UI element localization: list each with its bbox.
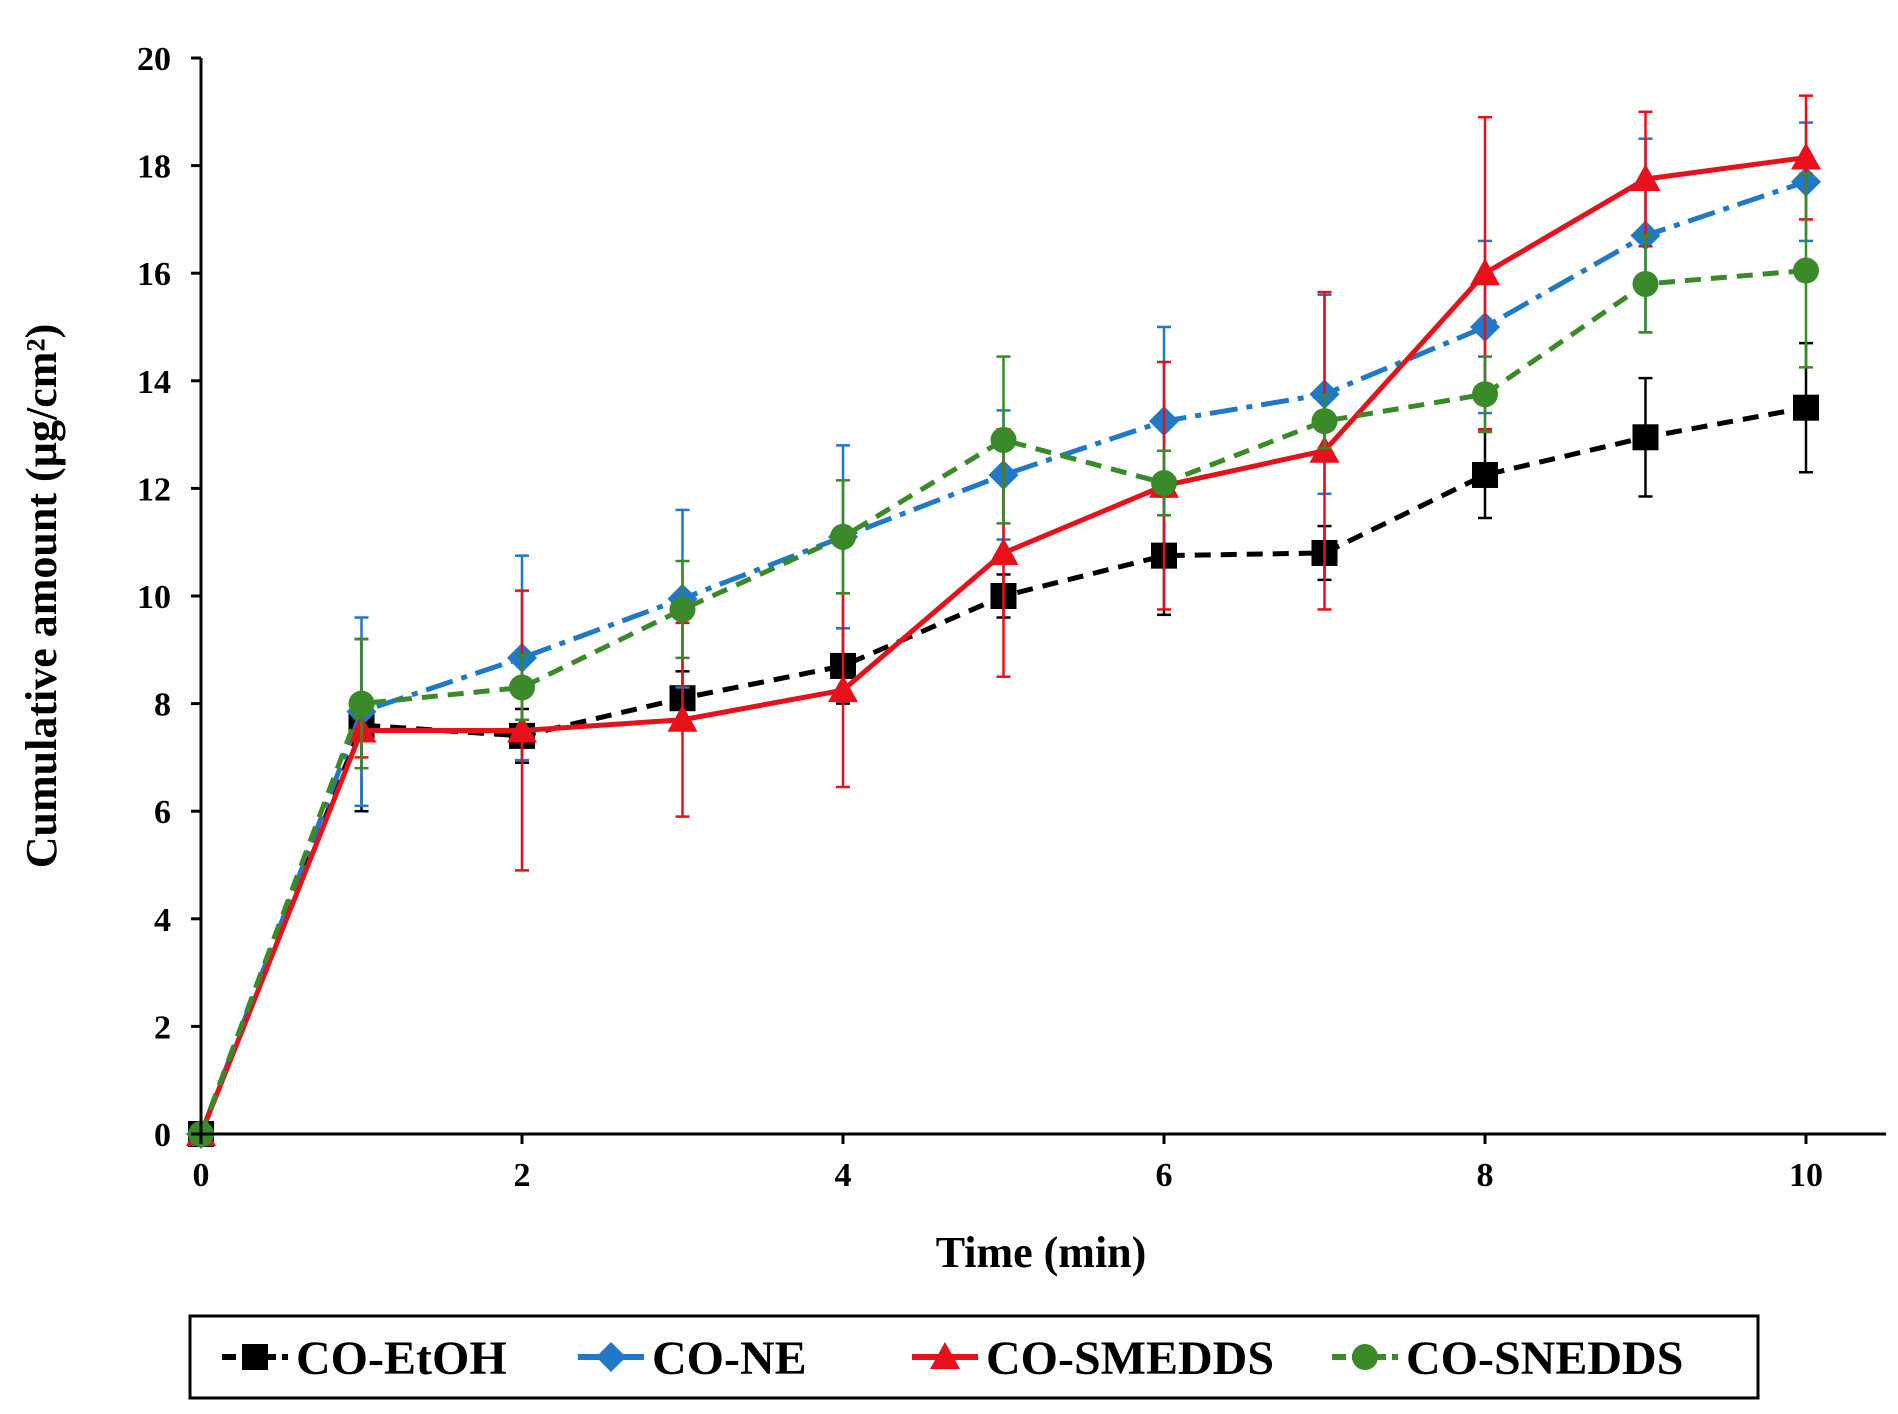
legend-label: CO-SNEDDS — [1406, 1332, 1683, 1385]
data-point — [667, 704, 698, 732]
x-tick-label: 2 — [514, 1157, 531, 1194]
data-point — [507, 715, 537, 743]
data-point — [509, 674, 535, 701]
data-point — [1472, 381, 1498, 408]
series-co-snedds — [188, 172, 1819, 1147]
x-tick-label: 6 — [1156, 1157, 1173, 1194]
y-tick-label: 4 — [154, 902, 171, 939]
y-tick-label: 8 — [154, 687, 171, 724]
data-point — [1472, 461, 1498, 488]
data-point — [1793, 257, 1819, 284]
legend: CO-EtOH CO-NE CO-SMEDDS CO-SNEDDS — [188, 1314, 1760, 1400]
series-line — [198, 179, 1807, 1135]
y-tick-label: 12 — [137, 471, 171, 508]
legend-label: CO-NE — [652, 1332, 807, 1385]
legend-label: CO-SMEDDS — [986, 1332, 1274, 1385]
data-point — [1311, 408, 1338, 435]
x-tick-label: 8 — [1477, 1157, 1494, 1194]
y-tick-label: 10 — [137, 579, 171, 616]
x-tick-label: 0 — [193, 1157, 210, 1194]
data-point — [1630, 164, 1661, 192]
data-point — [1791, 142, 1821, 170]
data-point — [1151, 470, 1177, 497]
legend-marker — [596, 1342, 626, 1372]
data-point — [988, 537, 1019, 565]
data-point — [348, 690, 375, 717]
legend-label: CO-EtOH — [296, 1332, 507, 1385]
data-point — [828, 675, 858, 703]
series-line — [198, 268, 1807, 1135]
data-point — [1632, 270, 1659, 297]
data-point — [990, 426, 1017, 453]
x-tick-label: 10 — [1789, 1157, 1823, 1194]
y-tick-label: 18 — [137, 149, 171, 186]
y-tick-label: 20 — [137, 41, 171, 78]
y-tick-label: 16 — [137, 256, 171, 293]
data-point — [669, 596, 696, 623]
x-axis-title: Time (min) — [936, 1228, 1147, 1277]
y-tick-label: 14 — [137, 364, 171, 401]
data-point — [1470, 258, 1500, 286]
y-tick-label: 0 — [154, 1117, 171, 1154]
data-point — [1632, 424, 1659, 451]
data-point — [830, 523, 856, 550]
y-axis-title: Cumulative amount (µg/cm²) — [17, 324, 66, 869]
x-tick-label: 4 — [835, 1157, 852, 1194]
data-point — [1793, 394, 1819, 421]
legend-marker — [242, 1344, 268, 1370]
series-co-smedds — [186, 94, 1821, 1146]
y-tick-label: 6 — [154, 794, 171, 831]
legend-marker — [930, 1342, 960, 1369]
legend-marker — [1352, 1344, 1378, 1370]
y-tick-label: 2 — [154, 1009, 171, 1046]
